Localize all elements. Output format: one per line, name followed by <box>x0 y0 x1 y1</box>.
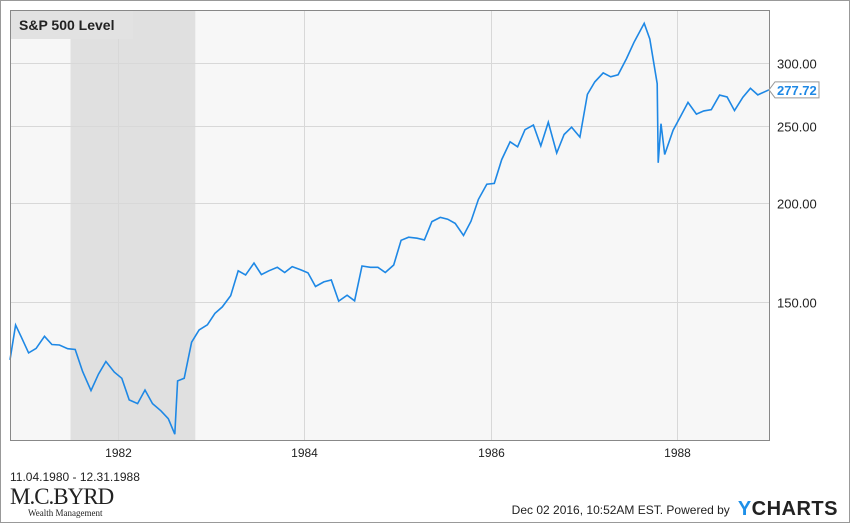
x-tick-label: 1984 <box>291 446 318 460</box>
logo: M.C.BYRD Wealth Management <box>10 484 114 518</box>
timestamp: Dec 02 2016, 10:52AM EST. Powered by <box>511 502 730 517</box>
series-line-sp500 <box>9 21 770 435</box>
y-tick-label: 150.00 <box>777 296 817 311</box>
last-value-text: 277.72 <box>777 83 817 98</box>
x-tick-label: 1986 <box>478 446 505 460</box>
last-value-label: 277.72 <box>768 81 820 99</box>
logo-main: M.C.BYRD <box>10 484 114 509</box>
chart-title: S&P 500 Level <box>19 17 114 33</box>
recession-shading <box>70 10 196 440</box>
plot-border <box>10 10 770 441</box>
logo-sub: Wealth Management <box>28 508 103 518</box>
footer-credit: Dec 02 2016, 10:52AM EST. Powered by YCH… <box>512 498 838 521</box>
y-tick-label: 250.00 <box>777 120 817 135</box>
ycharts-logo[interactable]: YCHARTS <box>737 498 838 520</box>
title-background <box>11 11 133 39</box>
date-range: 11.04.1980 - 12.31.1988 <box>10 470 140 484</box>
y-tick-label: 300.00 <box>777 57 817 72</box>
x-tick-label: 1988 <box>664 446 691 460</box>
last-value-box <box>768 81 820 99</box>
y-tick-label: 200.00 <box>777 197 817 212</box>
x-tick-label: 1982 <box>105 446 132 460</box>
